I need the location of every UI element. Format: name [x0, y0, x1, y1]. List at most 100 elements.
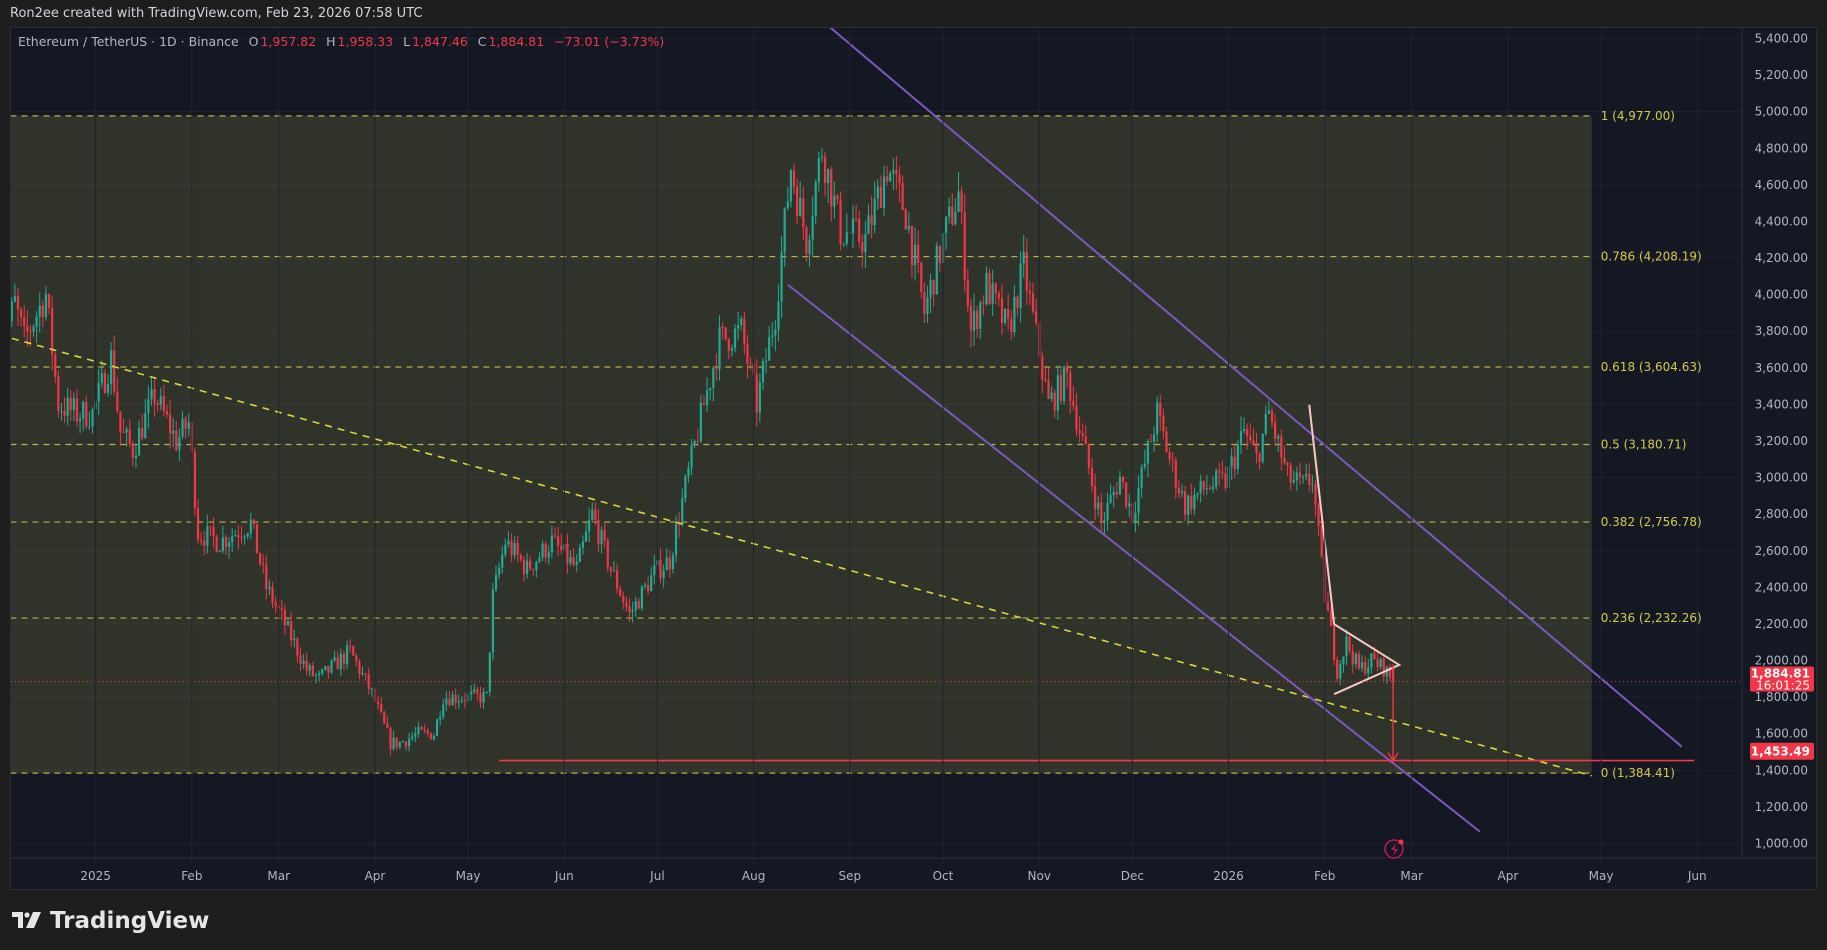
candle	[507, 531, 510, 549]
candle-body	[1013, 296, 1016, 333]
tradingview-logo[interactable]: TradingView	[12, 908, 209, 934]
candle-body	[861, 241, 864, 253]
candle	[1007, 293, 1010, 330]
candle-body	[957, 191, 960, 212]
candle	[355, 653, 358, 667]
candle	[718, 315, 721, 381]
candle	[327, 665, 330, 679]
candle	[938, 245, 941, 272]
candle	[1326, 592, 1329, 612]
candle-body	[997, 293, 1000, 299]
candle	[522, 555, 526, 582]
change-value: −73.01 (−3.73%)	[554, 34, 665, 49]
candle-body	[327, 665, 330, 673]
candle-body	[761, 361, 765, 383]
candle-body	[687, 467, 690, 477]
open-label: O	[248, 34, 259, 49]
candle	[879, 175, 883, 208]
candle-body	[1280, 436, 1283, 458]
candle-body	[951, 206, 954, 225]
candle-body	[581, 541, 585, 548]
candle	[280, 599, 283, 621]
candle-body	[591, 509, 594, 520]
time-tick-label: 2025	[80, 869, 111, 883]
candle-body	[1267, 410, 1271, 414]
lightning-icon[interactable]	[1384, 839, 1404, 859]
price-tick-label: 4,200.00	[1755, 251, 1808, 265]
candle-body	[882, 176, 886, 208]
candle	[187, 413, 190, 437]
candle-body	[345, 645, 349, 664]
candle-body	[522, 559, 526, 574]
candle-body	[249, 519, 252, 534]
candle	[634, 596, 637, 617]
candle	[234, 529, 237, 537]
candle	[519, 553, 522, 562]
candle-body	[1298, 472, 1302, 477]
candle-body	[237, 535, 240, 538]
candle-body	[380, 704, 383, 712]
candle	[1364, 656, 1367, 676]
candle-body	[1115, 491, 1118, 495]
candle-body	[907, 225, 910, 230]
candle-body	[556, 536, 560, 546]
candle-body	[203, 540, 206, 546]
candle	[1159, 394, 1162, 431]
candle-body	[1044, 379, 1047, 381]
candle	[193, 447, 197, 516]
candle	[1003, 308, 1007, 326]
candle	[460, 696, 463, 704]
candle	[603, 522, 606, 548]
candle-body	[1010, 318, 1013, 333]
candle-body	[1019, 263, 1022, 309]
candle	[420, 725, 423, 730]
candle	[324, 665, 327, 671]
last-price-label: 1,884.81	[1751, 667, 1810, 681]
candle	[224, 534, 228, 555]
candle	[811, 196, 814, 258]
time-tick-label: Feb	[1314, 869, 1335, 883]
candle-body	[305, 660, 308, 671]
candle	[581, 535, 585, 555]
candle-body	[51, 307, 54, 355]
candle	[845, 213, 848, 247]
candle	[861, 234, 864, 268]
candle	[535, 560, 538, 578]
candle-body	[172, 430, 175, 434]
candle-body	[982, 302, 985, 305]
candle-body	[259, 553, 262, 564]
candle	[1146, 438, 1149, 478]
candle-body	[895, 170, 898, 175]
candle-body	[404, 741, 408, 747]
candle	[1174, 456, 1177, 499]
candle	[88, 411, 91, 430]
candle-body	[1376, 659, 1379, 668]
candle	[951, 193, 954, 227]
candle	[1317, 502, 1320, 537]
candle	[1224, 466, 1227, 491]
candle-body	[904, 209, 907, 230]
candle-body	[935, 245, 938, 295]
candle	[643, 582, 647, 590]
candle-body	[128, 429, 131, 444]
time-tick-label: Feb	[181, 869, 202, 883]
candle-body	[265, 564, 268, 589]
candle	[488, 652, 491, 697]
candle	[1286, 461, 1289, 477]
candle	[889, 170, 892, 182]
candle-body	[97, 383, 100, 402]
chart-panel[interactable]	[10, 27, 1817, 890]
candle-body	[296, 638, 299, 656]
candle	[435, 718, 439, 737]
candle	[808, 234, 811, 267]
candle	[358, 659, 361, 680]
candle	[594, 502, 597, 526]
candle-body	[612, 570, 616, 572]
candle	[215, 534, 218, 553]
candle-body	[705, 390, 709, 406]
candle	[296, 636, 299, 663]
candle-body	[569, 557, 572, 564]
candle-body	[370, 688, 373, 690]
candle-body	[572, 557, 575, 565]
